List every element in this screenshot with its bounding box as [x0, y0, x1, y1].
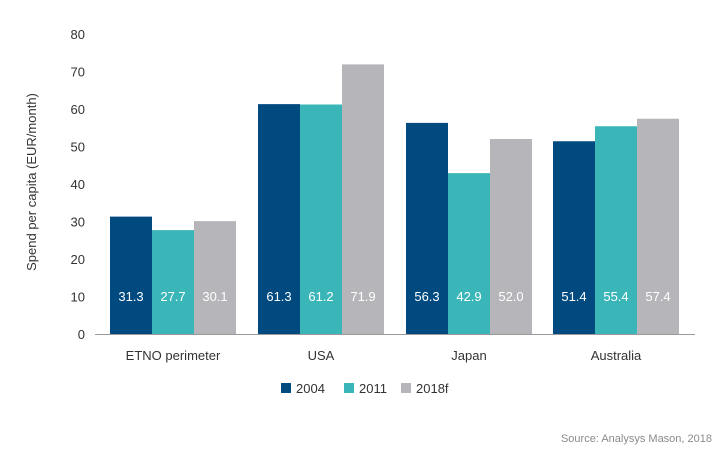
y-tick-label: 50 [71, 140, 85, 155]
bar-value-labels: 31.3 27.7 30.1 61.3 61.2 71.9 56.3 42.9 52.0 51.4… [118, 289, 670, 304]
bar-value-label: 57.4 [645, 289, 670, 304]
bar-value-label: 42.9 [456, 289, 481, 304]
bar-2018f-etno-perimeter [194, 221, 236, 334]
category-label: Australia [591, 348, 642, 363]
y-tick-label: 40 [71, 177, 85, 192]
bar-2004-japan [406, 122, 448, 334]
bar-2004-etno-perimeter [110, 216, 152, 334]
bar-2011-japan [448, 173, 490, 334]
legend-label: 2018f [416, 381, 449, 396]
legend-swatch [401, 383, 411, 393]
bar-value-label: 52.0 [498, 289, 523, 304]
y-tick-label: 30 [71, 215, 85, 230]
y-axis-tick-labels: 0 10 20 30 40 50 60 70 80 [71, 27, 85, 342]
source-note: Source: Analysys Mason, 2018 [561, 433, 712, 445]
y-tick-label: 70 [71, 65, 85, 80]
bar-2011-usa [300, 104, 342, 334]
bar-value-label: 27.7 [160, 289, 185, 304]
y-axis-title: Spend per capita (EUR/month) [24, 93, 39, 271]
bars [110, 64, 679, 334]
bar-2004-usa [258, 104, 300, 334]
y-tick-label: 60 [71, 102, 85, 117]
bar-value-label: 71.9 [350, 289, 375, 304]
bar-2011-etno-perimeter [152, 230, 194, 334]
bar-value-label: 51.4 [561, 289, 586, 304]
bar-2018f-usa [342, 64, 384, 334]
y-tick-label: 0 [78, 327, 85, 342]
bar-2011-australia [595, 126, 637, 334]
y-tick-label: 10 [71, 290, 85, 305]
bar-value-label: 31.3 [118, 289, 143, 304]
bar-value-label: 61.3 [266, 289, 291, 304]
bar-2018f-australia [637, 118, 679, 334]
bar-value-label: 30.1 [202, 289, 227, 304]
legend-swatch [344, 383, 354, 393]
bar-value-label: 55.4 [603, 289, 628, 304]
category-label: Japan [451, 348, 486, 363]
bar-value-label: 61.2 [308, 289, 333, 304]
x-axis-category-labels: ETNO perimeter USA Japan Australia [126, 348, 642, 363]
bar-2018f-japan [490, 139, 532, 334]
bar-2004-australia [553, 141, 595, 334]
legend-label: 2011 [359, 381, 387, 396]
category-label: USA [308, 348, 335, 363]
legend: 2004 2011 2018f [281, 381, 449, 396]
category-label: ETNO perimeter [126, 348, 221, 363]
y-tick-label: 20 [71, 252, 85, 267]
y-tick-label: 80 [71, 27, 85, 42]
legend-swatch [281, 383, 291, 393]
bar-value-label: 56.3 [414, 289, 439, 304]
legend-label: 2004 [296, 381, 325, 396]
